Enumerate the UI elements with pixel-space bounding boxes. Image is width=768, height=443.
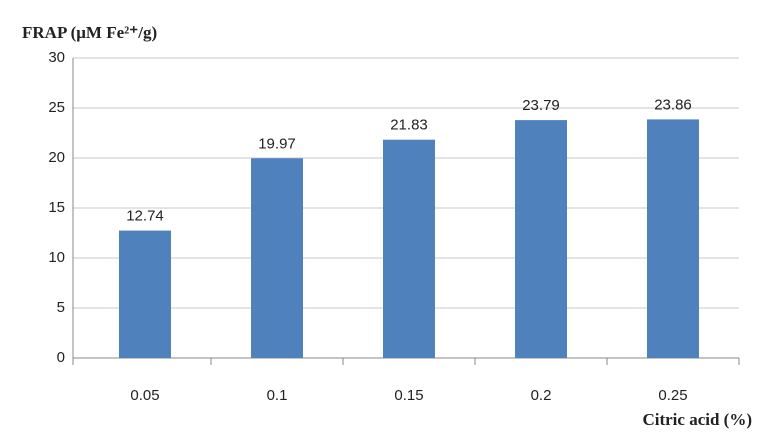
x-tick-label: 0.15 <box>394 387 423 404</box>
data-label: 23.86 <box>654 96 692 113</box>
x-tick-label: 0.25 <box>658 387 687 404</box>
y-tick-label: 25 <box>48 99 65 116</box>
y-tick-label: 20 <box>48 149 65 166</box>
bar <box>119 230 171 358</box>
data-label: 19.97 <box>258 135 296 152</box>
bar <box>251 158 303 358</box>
y-axis-title: FRAP (μM Fe²⁺/g) <box>22 23 157 42</box>
bar <box>383 139 435 358</box>
bar <box>647 119 699 359</box>
bar <box>515 120 567 358</box>
x-tick-label: 0.1 <box>267 387 288 404</box>
x-tick-label: 0.05 <box>130 387 159 404</box>
x-tick-label: 0.2 <box>531 387 552 404</box>
y-tick-label: 30 <box>48 49 65 66</box>
data-label: 23.79 <box>522 97 560 114</box>
data-label: 21.83 <box>390 117 428 134</box>
y-tick-label: 0 <box>57 349 65 366</box>
x-axis-title: Citric acid (%) <box>642 410 752 429</box>
y-tick-label: 10 <box>48 249 65 266</box>
y-tick-label: 15 <box>48 199 65 216</box>
data-label: 12.74 <box>126 208 164 225</box>
y-tick-label: 5 <box>57 299 65 316</box>
